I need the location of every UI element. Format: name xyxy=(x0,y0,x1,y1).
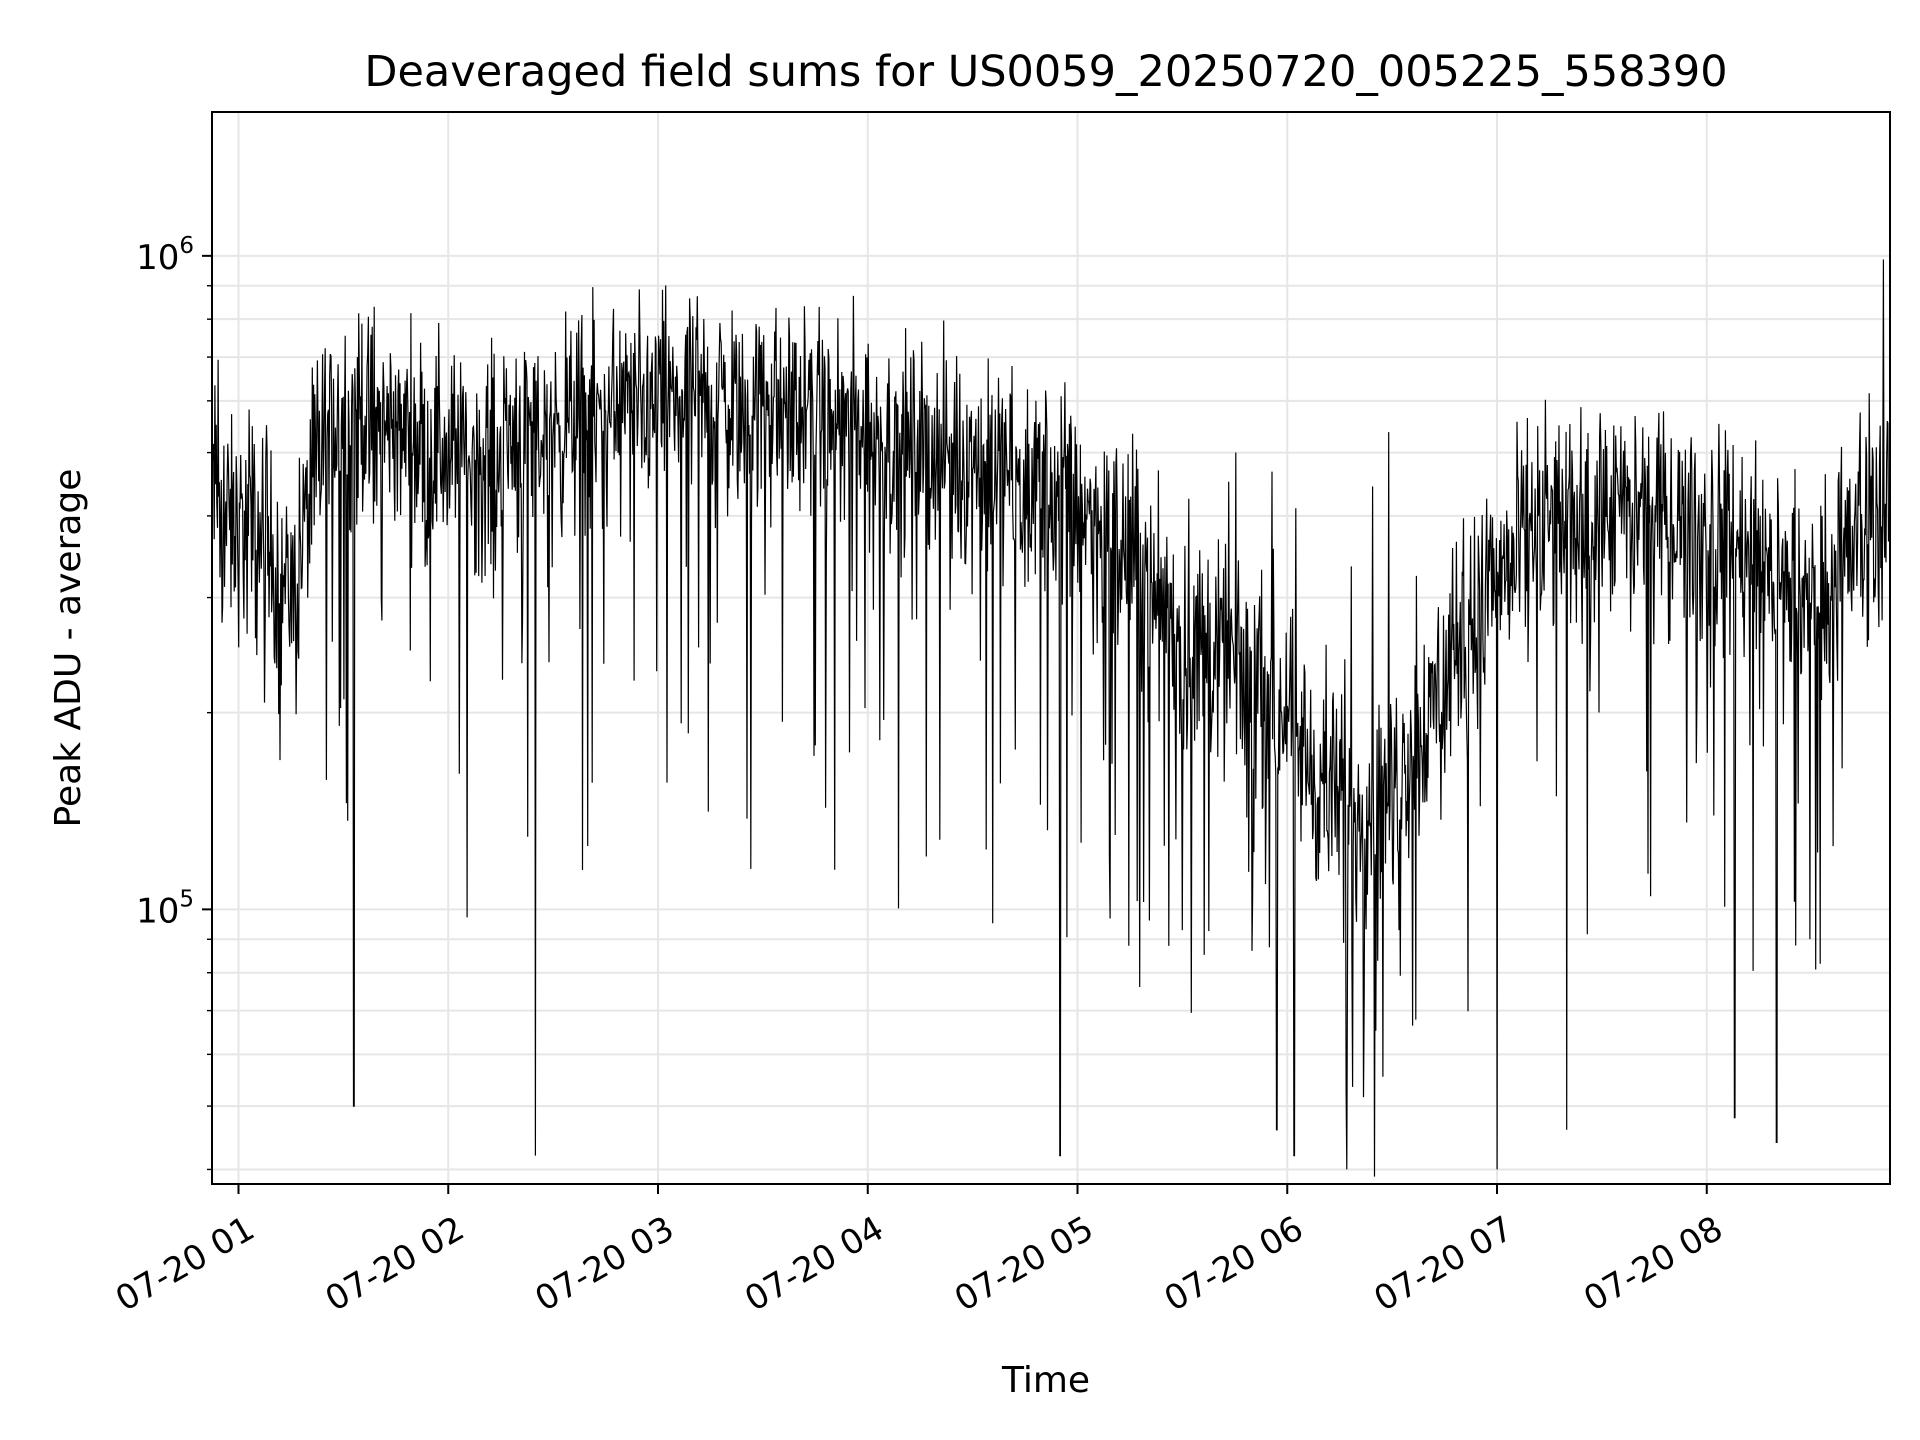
y-axis-label: Peak ADU - average xyxy=(48,469,89,828)
y-tick-base: 10 xyxy=(136,238,179,278)
plot-frame xyxy=(211,111,1891,1185)
chart-title: Deaveraged field sums for US0059_2025072… xyxy=(364,47,1727,97)
series-line xyxy=(211,259,1890,1177)
x-axis-label: Time xyxy=(1001,1360,1090,1401)
y-tick-label: 105 xyxy=(136,886,194,931)
y-tick-exponent: 5 xyxy=(179,886,194,912)
data-series xyxy=(211,259,1890,1177)
y-tick-exponent: 6 xyxy=(179,233,194,259)
y-tick-label: 106 xyxy=(136,233,194,278)
y-tick-base: 10 xyxy=(136,891,179,931)
